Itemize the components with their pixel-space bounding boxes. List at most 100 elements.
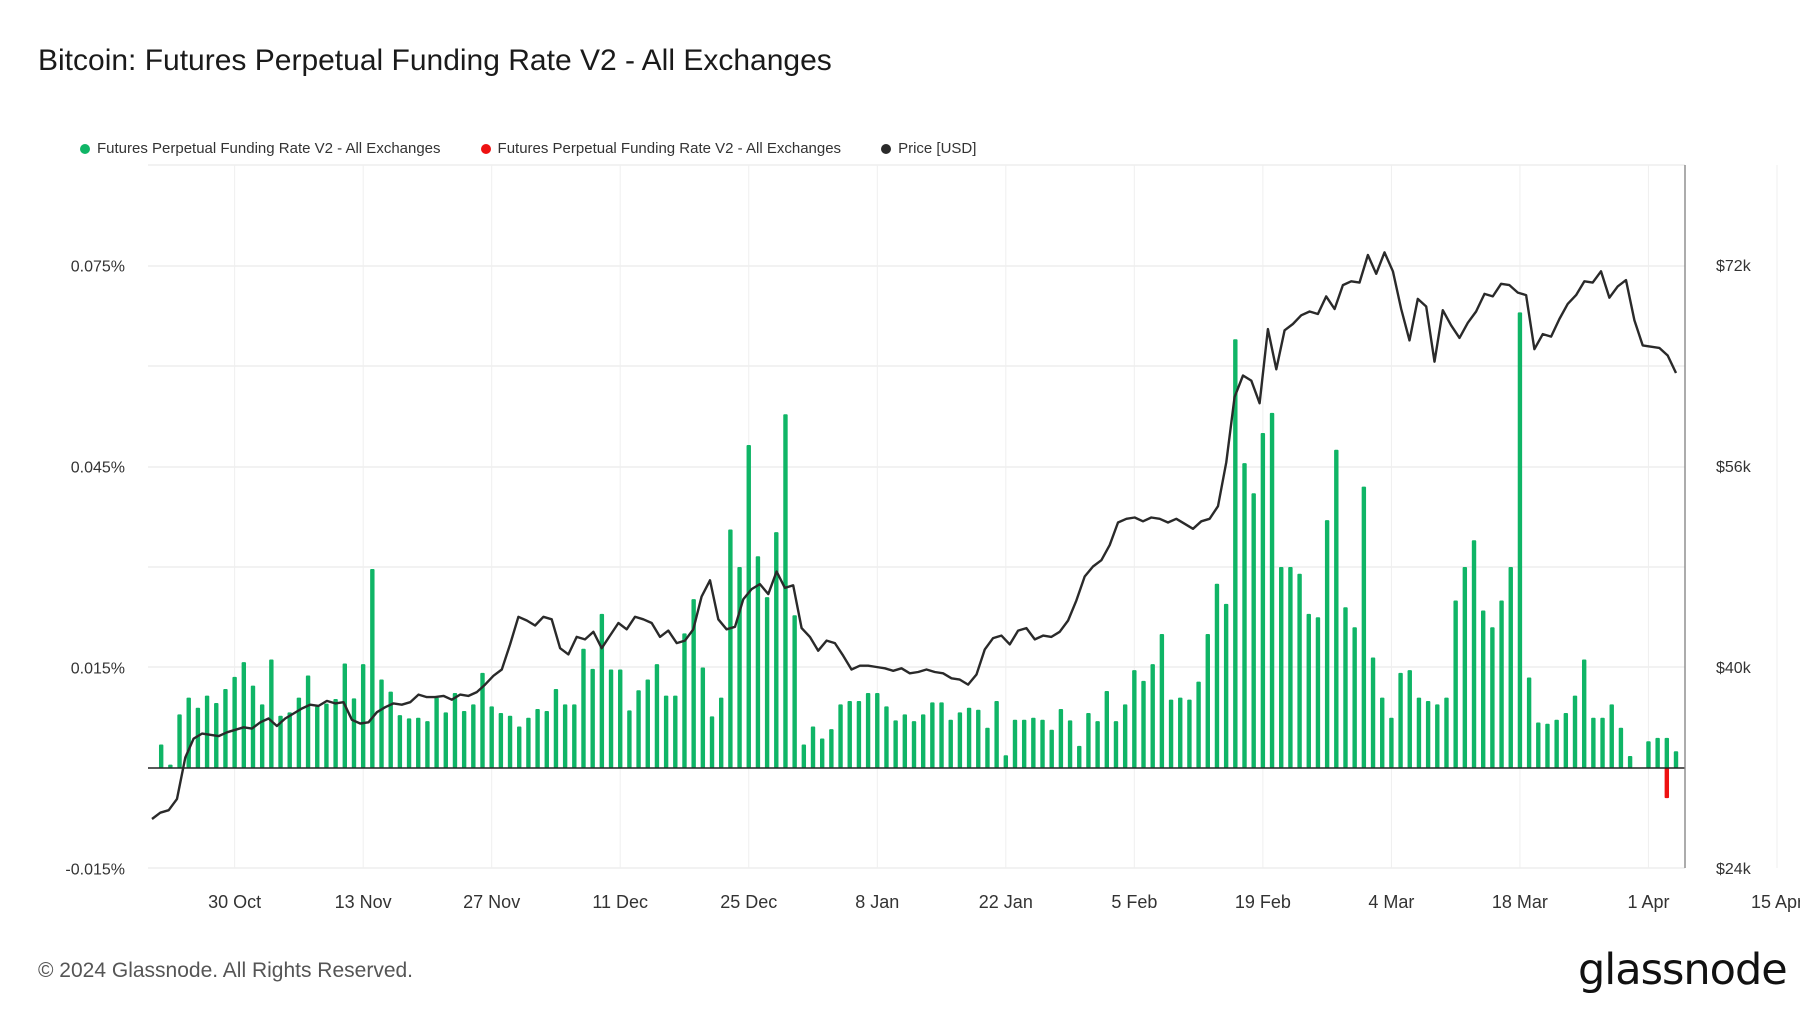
funding-rate-bar [792, 615, 797, 768]
funding-rate-bar [599, 613, 605, 768]
funding-rate-bar [1462, 567, 1468, 768]
funding-rate-bar [700, 667, 706, 768]
funding-rate-bar [572, 704, 577, 768]
funding-rate-bar [1389, 717, 1394, 768]
funding-rate-bar [1508, 567, 1513, 768]
funding-rate-bar [526, 717, 531, 768]
funding-rate-bar [819, 738, 825, 768]
funding-rate-bar [452, 692, 458, 768]
legend-dot-icon [80, 143, 90, 154]
funding-rate-bar [1159, 634, 1165, 768]
funding-rate-bar [636, 690, 641, 768]
legend-item-funding-rate-positive[interactable]: Futures Perpetual Funding Rate V2 - All … [80, 140, 441, 157]
copyright-text: © 2024 Glassnode. All Rights Reserved. [38, 959, 414, 982]
legend-item-funding-rate-negative[interactable]: Futures Perpetual Funding Rate V2 - All … [480, 140, 842, 157]
legend-item-price[interactable]: Price [USD] [881, 140, 976, 157]
funding-rate-bar [1453, 600, 1458, 768]
funding-rate-bar [296, 697, 302, 768]
funding-rate-bar [764, 597, 770, 768]
x-tick-label: 11 Dec [592, 892, 648, 912]
funding-rate-bar [1269, 412, 1275, 768]
funding-rate-bar [957, 712, 963, 768]
funding-rate-bars [158, 312, 1679, 768]
funding-rate-bar [434, 697, 439, 768]
funding-rate-bar [856, 701, 862, 768]
x-tick-label: 27 Nov [463, 892, 520, 912]
funding-rate-bar [1077, 745, 1082, 768]
funding-rate-bar [1581, 659, 1587, 768]
funding-rate-bar [966, 707, 972, 768]
x-tick-label: 22 Jan [979, 892, 1033, 912]
funding-rate-bar [783, 414, 788, 768]
x-tick-label: 30 Oct [208, 892, 261, 912]
funding-rate-bar [976, 709, 981, 768]
funding-rate-bar [232, 676, 237, 768]
legend-label: Futures Perpetual Funding Rate V2 - All … [497, 140, 842, 157]
funding-rate-bar [1214, 583, 1220, 768]
funding-rate-bar [581, 648, 586, 768]
funding-rate-bar [370, 569, 375, 768]
funding-rate-bar [177, 714, 182, 768]
left-tick-label: 0.075% [71, 259, 125, 276]
right-tick-label: $72k [1716, 258, 1752, 275]
funding-rate-bar [920, 714, 926, 768]
funding-rate-bar [1600, 717, 1605, 768]
funding-rate-bar [1370, 657, 1376, 768]
funding-rate-bar [865, 692, 871, 768]
left-tick-label: 0.015% [71, 661, 125, 678]
funding-rate-bar [406, 718, 412, 768]
funding-rate-bar [1067, 720, 1073, 768]
funding-rate-bar [994, 701, 999, 768]
funding-rate-bar [443, 712, 448, 768]
funding-rate-bar [1517, 312, 1523, 768]
funding-rate-bar [315, 706, 320, 768]
legend-label: Price [USD] [898, 140, 977, 157]
funding-rate-bar [737, 567, 742, 768]
funding-rate-bar [1040, 719, 1045, 768]
funding-rate-bar [360, 664, 366, 768]
funding-rate-bar [1242, 463, 1247, 768]
funding-rate-bar [544, 711, 549, 768]
left-tick-label: -0.015% [65, 862, 125, 879]
funding-rate-bar [1031, 717, 1036, 768]
negative-funding-rate-bar [1664, 768, 1670, 799]
funding-rate-bar [590, 668, 595, 768]
x-tick-label: 25 Dec [720, 892, 777, 912]
funding-rate-bar [1223, 603, 1229, 768]
funding-rate-bar [1251, 493, 1256, 768]
funding-rate-bar [1095, 721, 1100, 768]
funding-rate-bar [1380, 697, 1385, 768]
x-tick-label: 13 Nov [335, 892, 392, 912]
funding-rate-bar [627, 710, 632, 768]
funding-rate-bar [305, 675, 311, 768]
funding-rate-bar [416, 717, 421, 768]
funding-rate-bar [1664, 737, 1670, 768]
funding-rate-bar [875, 692, 880, 768]
funding-rate-bar [810, 726, 816, 768]
funding-rate-bar [259, 704, 265, 768]
funding-rate-bar [1627, 755, 1633, 768]
funding-rate-bar [1655, 737, 1660, 768]
funding-rate-bar [1306, 613, 1311, 768]
funding-rate-bar [645, 679, 650, 768]
funding-rate-bar [755, 556, 761, 768]
funding-rate-bar [333, 698, 338, 768]
funding-rate-bar [1361, 486, 1367, 768]
x-tick-label: 8 Jan [855, 892, 899, 912]
x-axis-ticks: 30 Oct 13 Nov 27 Nov 11 Dec 25 Dec 8 Jan 22 Ja… [208, 892, 1800, 912]
glassnode-logo[interactable]: glassnode [1578, 945, 1788, 995]
funding-rate-bar [489, 706, 494, 768]
funding-rate-bar [902, 714, 908, 768]
funding-rate-bar [1141, 680, 1146, 768]
funding-rate-bar [673, 695, 678, 768]
funding-rate-bar [1343, 607, 1348, 768]
funding-rate-bar [1003, 755, 1009, 768]
funding-rate-bar [1196, 681, 1201, 768]
funding-rate-bar [1471, 540, 1477, 768]
axes [148, 165, 1686, 868]
funding-rate-bar [517, 726, 522, 768]
funding-rate-bar [746, 445, 751, 768]
funding-rate-bar [838, 704, 843, 768]
funding-rate-bar [1132, 670, 1137, 768]
